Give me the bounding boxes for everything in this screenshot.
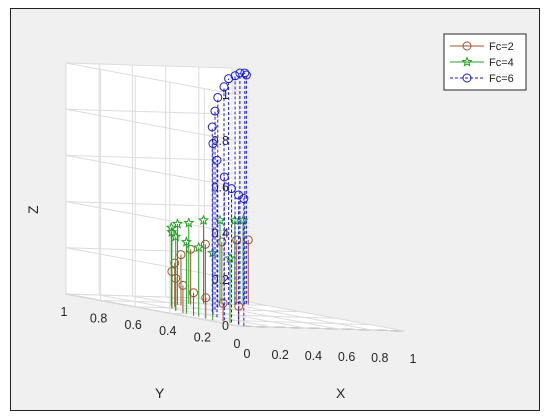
grid-line [65,62,240,96]
stem-marker [212,155,222,165]
series-2 [165,214,249,324]
grid-line [65,201,233,208]
stem-marker [207,122,217,132]
y-tick-label: 0 [234,337,241,351]
grid-line [165,296,339,330]
grid-line [169,312,336,319]
stem-marker [232,235,242,245]
stem-marker [230,71,240,81]
y-tick-label: 0.2 [194,331,211,345]
z-tick-label: 0.8 [212,134,229,148]
z-tick-label: 1 [222,88,229,102]
series-3 [207,68,251,326]
stem-marker [235,68,245,78]
x-axis-label: X [336,385,346,401]
grid-line [65,293,233,300]
stem-marker [213,92,223,102]
legend-marker [461,56,473,67]
stems-layer [165,68,253,326]
stem-marker [170,231,182,242]
grid-line [231,298,406,332]
x-tick-label: 0.8 [371,351,388,365]
x-tick-label: 0.2 [272,348,289,362]
stem-marker [200,239,210,249]
grid-line [132,295,306,329]
x-tick-label: 0.6 [338,350,355,364]
z-tick-label: 0 [222,319,229,333]
axis-labels: X Y Z [25,205,346,401]
legend-label: Fc=2 [489,41,514,53]
stem-marker [208,139,218,149]
y-tick-label: 0.6 [125,318,142,332]
stem-marker [165,221,177,233]
legend-label: Fc=4 [489,57,514,69]
stem-marker [219,82,229,92]
y-axis-label: Y [155,385,165,401]
legend-label: Fc=6 [489,73,514,85]
legend: Fc=2 Fc=4 Fc=6 [443,33,527,91]
stem-marker [189,288,199,298]
stem-marker [193,241,205,253]
axes-box [65,63,406,332]
grid-line [135,306,302,313]
x-tick-label: 1 [410,352,417,366]
grid-line [65,62,233,69]
grid-line [65,154,240,188]
grid-line [65,154,233,161]
grid-line [65,201,240,235]
grid-line [238,325,406,332]
x-tick-label: 0.4 [305,349,322,363]
stem-marker [171,218,184,229]
stem-marker [183,217,195,228]
stem-marker [240,68,250,78]
z-tick-label: 0.6 [212,180,229,194]
y-tick-label: 0.4 [159,324,176,338]
stem-marker [224,252,236,264]
grid-line [198,297,372,331]
legend-marker [462,73,472,83]
stem-marker [197,214,210,226]
grid-line [99,294,273,328]
stem-marker [214,214,226,225]
grid-line [204,319,371,326]
stem-marker [234,190,244,200]
stem-marker [241,70,251,80]
left-wall-pane [66,63,239,326]
y-tick-label: 0.8 [90,311,107,325]
stem-marker [218,298,228,308]
stem-marker [176,250,186,260]
grid-line [65,108,240,142]
y-tick-label: 1 [61,305,68,319]
grid-line [100,299,267,306]
stem-marker [178,280,188,290]
x-tick-label: 0 [244,347,251,361]
grid-line [65,293,240,327]
stem-marker [170,258,180,268]
z-axis-label: Z [25,205,41,214]
grid-line [65,247,240,281]
legend-marker [462,41,472,51]
grid-line [65,108,233,115]
stem-marker [180,236,192,247]
stem-marker [210,106,220,116]
